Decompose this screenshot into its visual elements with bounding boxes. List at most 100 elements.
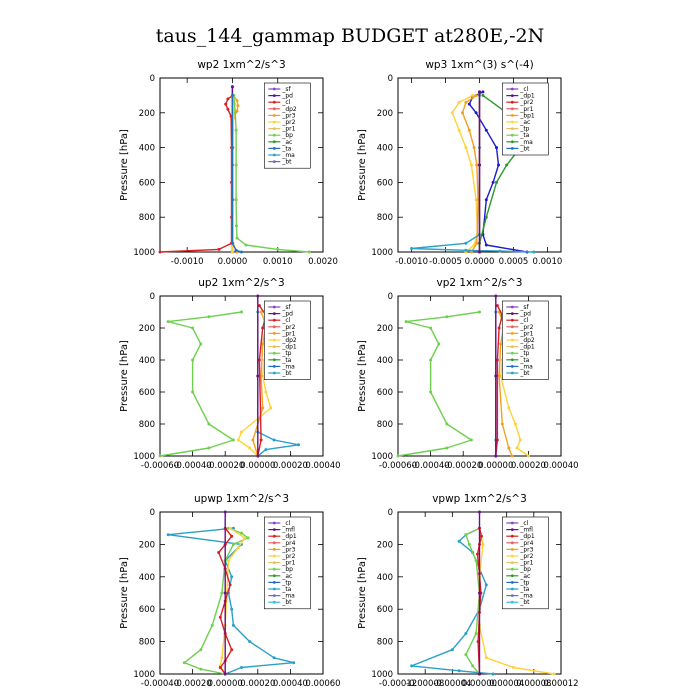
x-tick-label: -0.00012 — [379, 679, 417, 689]
data-point — [491, 180, 495, 184]
data-point — [476, 552, 479, 556]
x-tick-label: 0.00008 — [516, 679, 551, 689]
data-point — [234, 198, 238, 202]
y-tick-label: 400 — [139, 144, 155, 154]
data-point — [231, 438, 235, 442]
legend-marker — [510, 133, 514, 137]
chart-panel-2: wp3 1xm^(3) s^(-4) -0.0010 -0.0005 0.0000 0.… — [357, 59, 562, 267]
legend-entry: _ta — [519, 586, 529, 593]
data-point — [210, 623, 214, 627]
data-point — [230, 198, 234, 202]
legend-entry: _pr1 — [519, 106, 533, 113]
legend-marker — [272, 127, 276, 130]
data-point — [243, 536, 247, 540]
y-tick-label: 400 — [139, 573, 155, 583]
x-tick-label: -0.00040 — [173, 461, 211, 471]
data-point — [404, 320, 408, 324]
data-point — [474, 559, 478, 563]
legend-marker — [510, 528, 514, 531]
data-point — [469, 163, 473, 167]
data-point — [223, 672, 227, 676]
legend-marker — [510, 305, 514, 309]
legend-marker — [510, 114, 514, 117]
x-tick-label: -0.0010 — [395, 257, 428, 267]
legend-marker — [272, 541, 276, 545]
x-tick-label: 0.0010 — [533, 257, 563, 267]
data-point — [494, 294, 498, 298]
x-tick-label: 0.00000 — [208, 679, 243, 689]
x-tick-label: 0.0000 — [465, 257, 495, 267]
data-point — [182, 661, 186, 665]
legend-entry: _pd — [281, 311, 293, 318]
y-tick-label: 1000 — [371, 452, 393, 462]
y-axis-label: Pressure [hPa] — [357, 340, 368, 412]
y-tick-label: 600 — [139, 178, 155, 188]
legend-marker — [272, 548, 276, 551]
data-point — [264, 448, 268, 452]
y-tick-label: 800 — [139, 213, 155, 223]
legend-entry: _pr2 — [519, 324, 533, 331]
x-tick-label: 0.0010 — [263, 257, 293, 267]
data-point — [510, 454, 514, 458]
data-point — [230, 93, 234, 97]
data-point — [512, 666, 515, 669]
data-point — [478, 672, 481, 676]
data-point — [474, 111, 478, 115]
data-point — [445, 422, 449, 426]
data-point — [429, 326, 433, 330]
x-tick-label: 0.00060 — [305, 679, 340, 689]
legend-entry: _pr3 — [519, 546, 533, 553]
data-point — [272, 438, 276, 442]
data-point — [450, 111, 454, 115]
y-tick-label: 1000 — [371, 670, 393, 680]
legend-entry: _cl — [519, 86, 528, 93]
data-point — [223, 510, 227, 514]
legend-entry: _tp — [281, 350, 291, 357]
legend-entry: _pr2 — [519, 553, 533, 560]
y-tick-label: 0 — [388, 74, 393, 84]
data-point — [191, 390, 195, 394]
data-point — [228, 583, 232, 587]
data-point — [437, 342, 441, 346]
y-tick-label: 0 — [150, 508, 155, 518]
data-point — [233, 111, 237, 115]
data-point — [457, 128, 461, 132]
legend-entry: _cl — [281, 520, 290, 527]
legend-entry: _tp — [519, 126, 529, 133]
y-tick-label: 600 — [377, 605, 393, 615]
legend-entry: _pr2 — [281, 119, 295, 126]
legend-entry: _pr1 — [281, 330, 295, 337]
legend-entry: _bt — [281, 599, 292, 606]
panel-title: vp2 1xm^2/s^3 — [437, 277, 523, 289]
legend-marker — [272, 521, 276, 525]
y-axis-label: Pressure [hPa] — [119, 557, 130, 629]
data-point — [480, 534, 483, 538]
legend-entry: _ma — [281, 152, 295, 159]
legend-entry: _ta — [519, 357, 529, 364]
legend-box — [264, 82, 311, 169]
legend-marker — [272, 528, 276, 531]
y-tick-label: 1000 — [371, 248, 393, 258]
data-point — [505, 163, 509, 167]
legend: _sf_pd_cl_pr2_pr1_dp2_dp1_tp_ta_ma_bt — [264, 300, 311, 380]
data-point — [199, 648, 203, 652]
y-tick-label: 1000 — [133, 452, 155, 462]
legend-marker — [272, 561, 276, 564]
chart-panel-4: vp2 1xm^2/s^3-0.00060-0.00040-0.000200.0… — [357, 277, 579, 471]
y-tick-label: 400 — [377, 356, 393, 366]
legend-entry: _ta — [281, 145, 291, 152]
data-point — [251, 438, 255, 442]
data-point — [472, 146, 476, 150]
legend: _sf_pd_cl_pr2_pr1_dp2_dp1_tp_ta_ma_bt — [502, 300, 549, 380]
y-axis-label: Pressure [hPa] — [357, 129, 368, 201]
y-tick-label: 0 — [388, 508, 393, 518]
x-tick-label: -0.00040 — [141, 679, 179, 689]
data-point — [158, 454, 162, 458]
data-point — [471, 664, 475, 668]
legend-marker — [510, 365, 514, 368]
x-tick-label: 0.0000 — [218, 257, 248, 267]
data-point — [256, 374, 260, 378]
data-point — [478, 510, 481, 514]
data-point — [469, 250, 473, 254]
data-point — [491, 672, 495, 676]
